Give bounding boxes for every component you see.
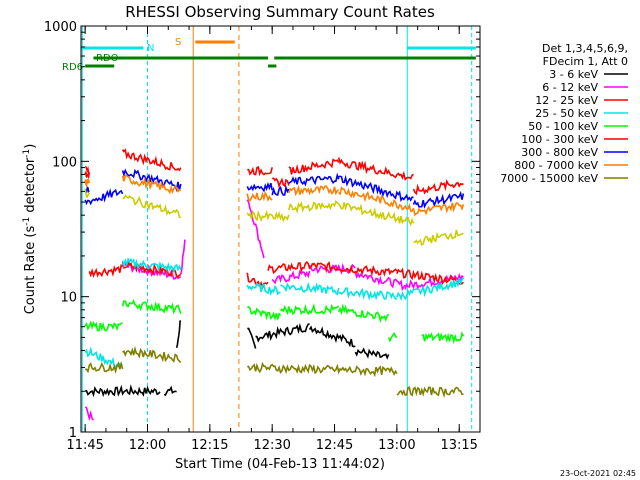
legend-header: Det 1,3,4,5,6,9, <box>542 42 628 55</box>
series-line-3-1 <box>121 257 182 275</box>
series-line-5-5 <box>337 157 414 182</box>
generated-timestamp: 23-Oct-2021 02:45 <box>560 469 636 478</box>
series-line-6-4 <box>271 184 290 196</box>
series-line-9-3 <box>288 199 340 215</box>
series-line-4-6 <box>421 331 465 345</box>
series-line-4-1 <box>121 299 182 315</box>
series-line-9-5 <box>413 229 464 247</box>
plot-frame <box>80 25 481 433</box>
series-line-1-6 <box>354 272 406 292</box>
series-line-1-3 <box>246 199 265 259</box>
series-line-3-3 <box>280 281 340 296</box>
series-line-0-1 <box>163 385 177 396</box>
series-line-6-3 <box>246 181 273 193</box>
y-axis-label: Count Rate (s-1 detector-1) <box>22 144 38 315</box>
series-line-9-2 <box>246 209 290 223</box>
series-line-2-0 <box>84 171 91 180</box>
series-line-1-4 <box>271 269 311 285</box>
flag-label-rd6: RD6 <box>62 62 83 73</box>
series-line-7-5 <box>412 202 465 217</box>
series-line-8-2 <box>247 361 398 378</box>
series-line-3-4 <box>338 287 398 301</box>
series-line-8-3 <box>396 386 464 399</box>
x-tick-label: 12:45 <box>316 438 353 453</box>
series-line-6-2 <box>121 168 182 193</box>
series-line-7-0 <box>84 177 91 189</box>
legend-label: 6 - 12 keV <box>542 81 598 94</box>
legend-label: 300 - 800 keV <box>521 146 598 159</box>
series-line-0-5 <box>308 325 356 348</box>
series-line-3-5 <box>396 277 465 302</box>
series-line-5-0 <box>85 165 90 175</box>
x-tick-label: 13:15 <box>440 438 477 453</box>
series-line-2-6 <box>396 267 465 285</box>
series-line-3-2 <box>246 282 281 297</box>
series-line-4-0 <box>84 320 123 332</box>
series-line-6-7 <box>412 190 465 209</box>
x-tick-label: 12:30 <box>253 438 290 453</box>
series-line-2-4 <box>267 260 315 274</box>
series-line-5-1 <box>121 148 182 172</box>
series-line-2-5 <box>313 261 398 277</box>
legend-label: 25 - 50 keV <box>535 107 598 120</box>
series-line-7-2 <box>246 191 273 203</box>
x-tick-label: 12:15 <box>191 438 228 453</box>
series-line-0-6 <box>354 347 390 360</box>
y-tick-label: 100 <box>52 155 77 170</box>
flag-label-n: N <box>147 43 154 54</box>
series-line-4-3 <box>280 303 340 316</box>
series-line-1-2 <box>180 239 186 275</box>
series-line-8-1 <box>122 345 182 363</box>
series-line-1-0 <box>84 406 95 422</box>
series-line-5-6 <box>412 179 464 196</box>
series-line-9-4 <box>338 202 415 227</box>
legend-label: 3 - 6 keV <box>549 68 598 81</box>
series-line-6-1 <box>84 187 124 206</box>
chart-title: RHESSI Observing Summary Count Rates <box>125 3 435 21</box>
y-tick-label: 1 <box>69 426 77 441</box>
series-line-5-4 <box>288 158 340 175</box>
series-line-9-0 <box>84 188 91 198</box>
series-line-1-1 <box>121 262 182 280</box>
series-line-7-1 <box>121 174 182 195</box>
x-tick-label: 13:00 <box>378 438 415 453</box>
series-line-6-5 <box>288 172 340 187</box>
legend-label: 12 - 25 keV <box>535 94 598 107</box>
y-tick-label: 1000 <box>44 20 77 35</box>
series-line-0-0 <box>84 384 161 398</box>
series-line-9-1 <box>122 194 182 219</box>
series-line-0-4 <box>255 322 310 343</box>
series-line-2-2 <box>121 261 182 278</box>
series-line-2-3 <box>246 272 269 290</box>
series-line-4-5 <box>387 332 398 343</box>
series-line-7-3 <box>288 184 340 197</box>
series-line-2-1 <box>88 263 124 278</box>
x-tick-label: 11:45 <box>66 438 103 453</box>
series-line-0-2 <box>175 319 182 349</box>
legend-header: FDecim 1, Att 0 <box>543 55 628 68</box>
series-line-4-2 <box>247 305 282 322</box>
series-line-7-4 <box>338 186 415 212</box>
legend-label: 7000 - 15000 keV <box>500 172 598 185</box>
x-tick-label: 12:00 <box>129 438 166 453</box>
legend-label: 800 - 7000 keV <box>514 159 598 172</box>
series-line-5-2 <box>247 165 273 177</box>
x-axis-label: Start Time (04-Feb-13 11:44:02) <box>175 457 385 472</box>
series-line-0-3 <box>247 327 257 349</box>
y-tick-label: 10 <box>60 291 77 306</box>
series-line-8-0 <box>85 360 124 375</box>
series-line-5-3 <box>272 177 290 189</box>
legend-label: 50 - 100 keV <box>528 120 598 133</box>
series-line-6-6 <box>338 174 414 203</box>
flag-label-rdo: RDO <box>96 53 119 64</box>
legend-label: 100 - 300 keV <box>521 133 598 146</box>
series-line-4-4 <box>337 303 390 324</box>
flag-label-s: S <box>175 37 181 48</box>
